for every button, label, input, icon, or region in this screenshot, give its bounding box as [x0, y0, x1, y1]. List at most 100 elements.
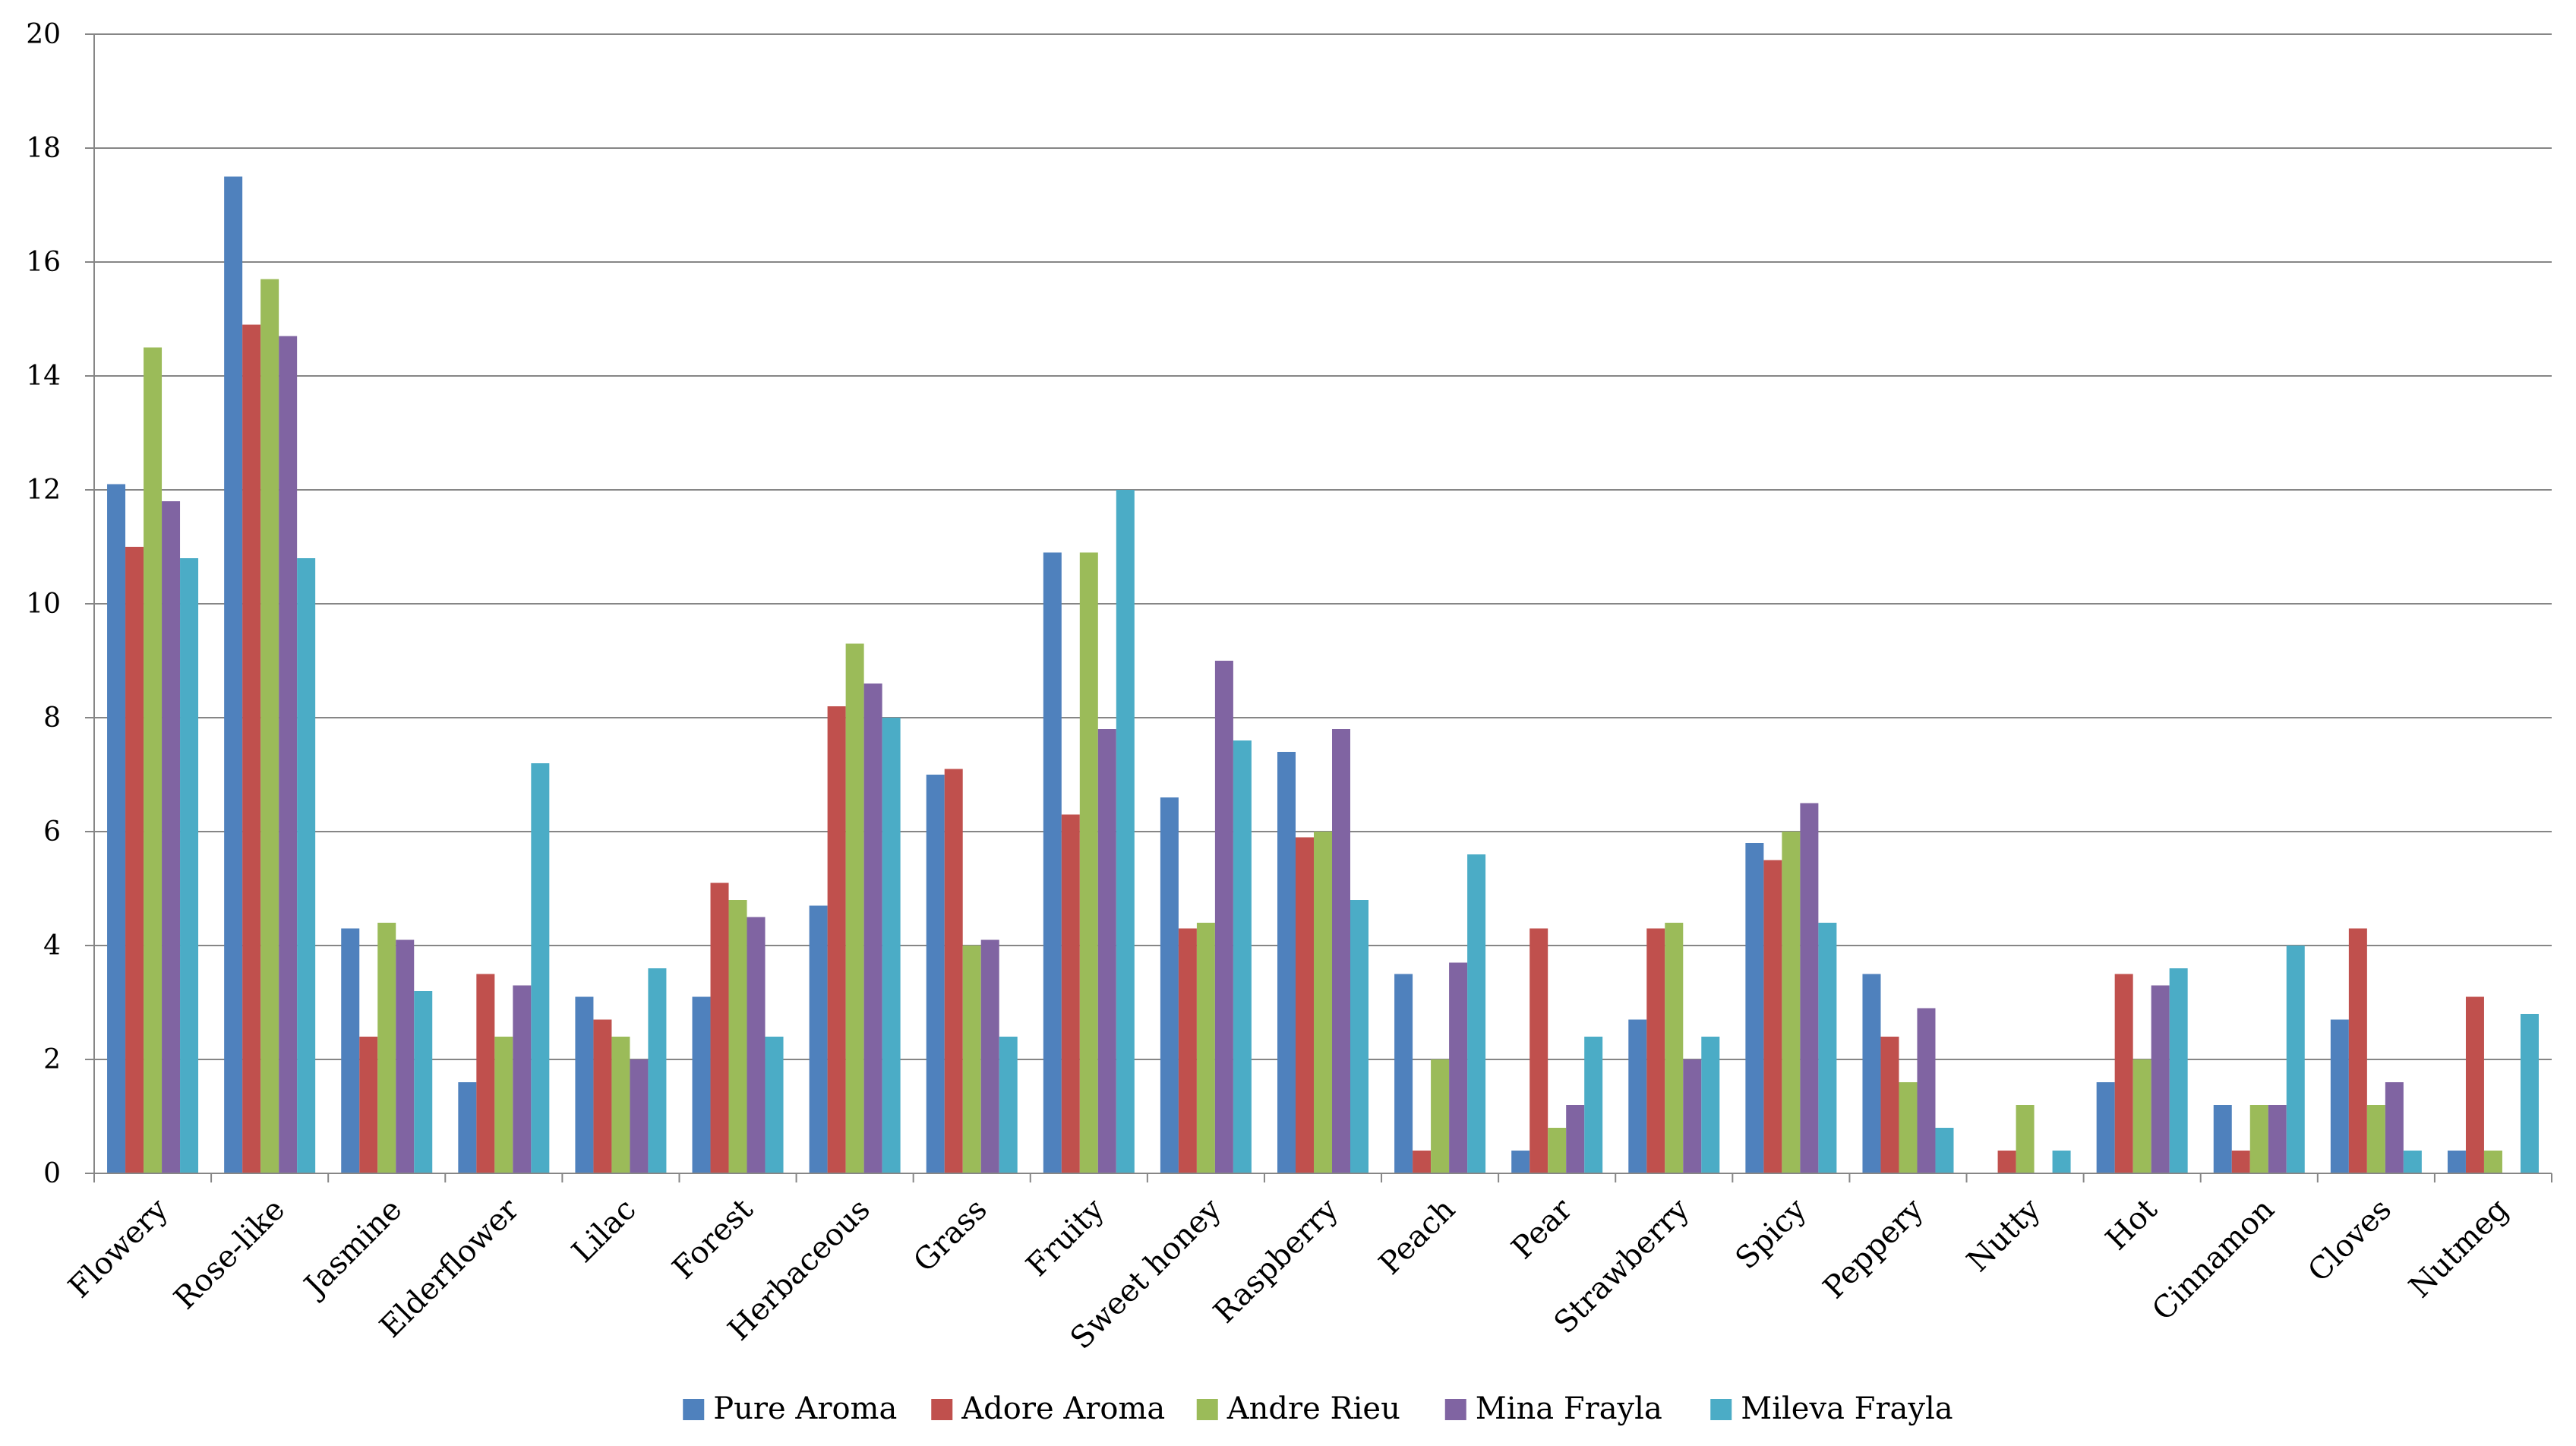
bar-adore-aroma-nutmeg — [2465, 996, 2484, 1173]
y-tick-label: 2 — [43, 1044, 61, 1075]
y-tick-label: 20 — [26, 19, 61, 50]
bar-mileva-frayla-hot — [2169, 968, 2188, 1173]
y-tick-label: 12 — [26, 475, 61, 506]
bar-adore-aroma-raspberry — [1296, 837, 1314, 1173]
bar-pure-aroma-forest — [692, 996, 711, 1173]
legend-swatch — [1444, 1399, 1466, 1420]
x-tick-label: Hot — [2099, 1192, 2164, 1258]
bar-pure-aroma-cloves — [2330, 1019, 2349, 1173]
bar-mina-frayla-cinnamon — [2268, 1105, 2287, 1173]
bar-andre-rieu-jasmine — [377, 923, 396, 1173]
bar-andre-rieu-grass — [962, 946, 981, 1173]
bar-andre-rieu-peach — [1431, 1059, 1450, 1173]
bar-adore-aroma-spicy — [1763, 860, 1782, 1173]
legend-swatch — [1196, 1399, 1218, 1420]
legend-label: Mina Frayla — [1476, 1391, 1662, 1426]
legend-swatch — [931, 1399, 953, 1420]
y-tick-label: 0 — [43, 1158, 61, 1189]
bar-mina-frayla-flowery — [162, 501, 181, 1173]
bar-andre-rieu-herbaceous — [845, 643, 864, 1173]
bar-mileva-frayla-strawberry — [1701, 1037, 1720, 1173]
bar-mina-frayla-lilac — [630, 1059, 649, 1173]
y-tick-label: 4 — [43, 930, 61, 961]
bar-pure-aroma-spicy — [1745, 843, 1764, 1173]
bar-adore-aroma-rose-like — [242, 324, 261, 1173]
legend-label: Pure Aroma — [713, 1391, 897, 1426]
bar-adore-aroma-fruity — [1061, 814, 1080, 1173]
bar-pure-aroma-hot — [2096, 1082, 2115, 1173]
bar-adore-aroma-nutty — [1997, 1151, 2016, 1173]
bar-andre-rieu-cinnamon — [2249, 1105, 2268, 1173]
bar-pure-aroma-nutmeg — [2447, 1151, 2466, 1173]
x-tick-label: Flowery — [62, 1192, 175, 1305]
bar-andre-rieu-elderflower — [494, 1037, 513, 1173]
bar-mileva-frayla-spicy — [1818, 923, 1837, 1173]
x-tick-label: Nutty — [1960, 1192, 2047, 1278]
bar-mileva-frayla-pear — [1584, 1037, 1603, 1173]
bar-pure-aroma-pear — [1511, 1151, 1530, 1173]
x-tick-label: Forest — [666, 1192, 760, 1287]
bar-andre-rieu-peppery — [1899, 1082, 1918, 1173]
bar-andre-rieu-nutmeg — [2483, 1151, 2502, 1173]
y-tick-label: 10 — [26, 589, 61, 620]
bar-mina-frayla-jasmine — [396, 939, 415, 1173]
bar-mileva-frayla-nutty — [2052, 1151, 2071, 1173]
bar-mina-frayla-strawberry — [1683, 1059, 1702, 1173]
bar-pure-aroma-fruity — [1043, 552, 1062, 1173]
bar-mina-frayla-hot — [2151, 985, 2170, 1173]
bar-adore-aroma-elderflower — [476, 974, 495, 1173]
bar-mina-frayla-fruity — [1097, 729, 1116, 1173]
bar-adore-aroma-pear — [1530, 928, 1548, 1173]
bar-pure-aroma-herbaceous — [809, 905, 828, 1173]
y-tick-label: 6 — [43, 816, 61, 848]
bar-mileva-frayla-raspberry — [1350, 900, 1368, 1173]
bar-mileva-frayla-rose-like — [297, 558, 316, 1173]
bar-andre-rieu-flowery — [144, 347, 163, 1173]
bars — [107, 176, 2539, 1173]
x-tick-label: Cloves — [2301, 1192, 2398, 1289]
bar-mina-frayla-grass — [980, 939, 999, 1173]
legend-label: Andre Rieu — [1226, 1391, 1400, 1426]
bar-mina-frayla-raspberry — [1332, 729, 1350, 1173]
bar-adore-aroma-peach — [1413, 1151, 1432, 1173]
bar-pure-aroma-raspberry — [1277, 752, 1296, 1173]
legend: Pure Aroma Adore Aroma Andre Rieu Mina Fray… — [683, 1391, 1953, 1426]
bar-mileva-frayla-cinnamon — [2286, 946, 2305, 1173]
axes — [85, 33, 2552, 1182]
bar-pure-aroma-flowery — [107, 484, 126, 1173]
bar-pure-aroma-jasmine — [341, 928, 360, 1173]
bar-mileva-frayla-cloves — [2403, 1151, 2422, 1173]
x-tick-label: Nutmeg — [2402, 1192, 2515, 1306]
bar-pure-aroma-grass — [926, 775, 945, 1173]
bar-adore-aroma-herbaceous — [827, 706, 846, 1173]
bar-adore-aroma-hot — [2114, 974, 2133, 1173]
bar-andre-rieu-spicy — [1782, 832, 1801, 1173]
bar-adore-aroma-cinnamon — [2231, 1151, 2250, 1173]
bar-andre-rieu-cloves — [2366, 1105, 2385, 1173]
y-tick-label: 18 — [26, 133, 61, 164]
bar-mileva-frayla-lilac — [648, 968, 667, 1173]
bar-adore-aroma-strawberry — [1646, 928, 1665, 1173]
bar-pure-aroma-rose-like — [224, 176, 243, 1173]
bar-adore-aroma-jasmine — [359, 1037, 378, 1173]
bar-mileva-frayla-herbaceous — [882, 718, 901, 1173]
bar-andre-rieu-raspberry — [1314, 832, 1332, 1173]
bar-pure-aroma-peppery — [1862, 974, 1881, 1173]
bar-andre-rieu-nutty — [2016, 1105, 2035, 1173]
bar-mina-frayla-sweet-honey — [1214, 661, 1233, 1173]
x-tick-label: Raspberry — [1207, 1192, 1345, 1330]
bar-mileva-frayla-grass — [999, 1037, 1018, 1173]
x-tick-label: Fruity — [1020, 1192, 1112, 1283]
y-tick-label: 8 — [43, 702, 61, 734]
bar-andre-rieu-hot — [2132, 1059, 2151, 1173]
x-tick-label: Pear — [1505, 1192, 1580, 1266]
x-tick-label: Jasmine — [295, 1192, 409, 1306]
x-tick-label: Spicy — [1729, 1192, 1814, 1276]
bar-mina-frayla-rose-like — [279, 336, 298, 1173]
y-tick-label: 16 — [26, 247, 61, 278]
bar-andre-rieu-pear — [1548, 1128, 1567, 1173]
y-tick-label: 14 — [26, 361, 61, 392]
bar-andre-rieu-rose-like — [260, 279, 279, 1173]
bar-pure-aroma-elderflower — [458, 1082, 477, 1173]
